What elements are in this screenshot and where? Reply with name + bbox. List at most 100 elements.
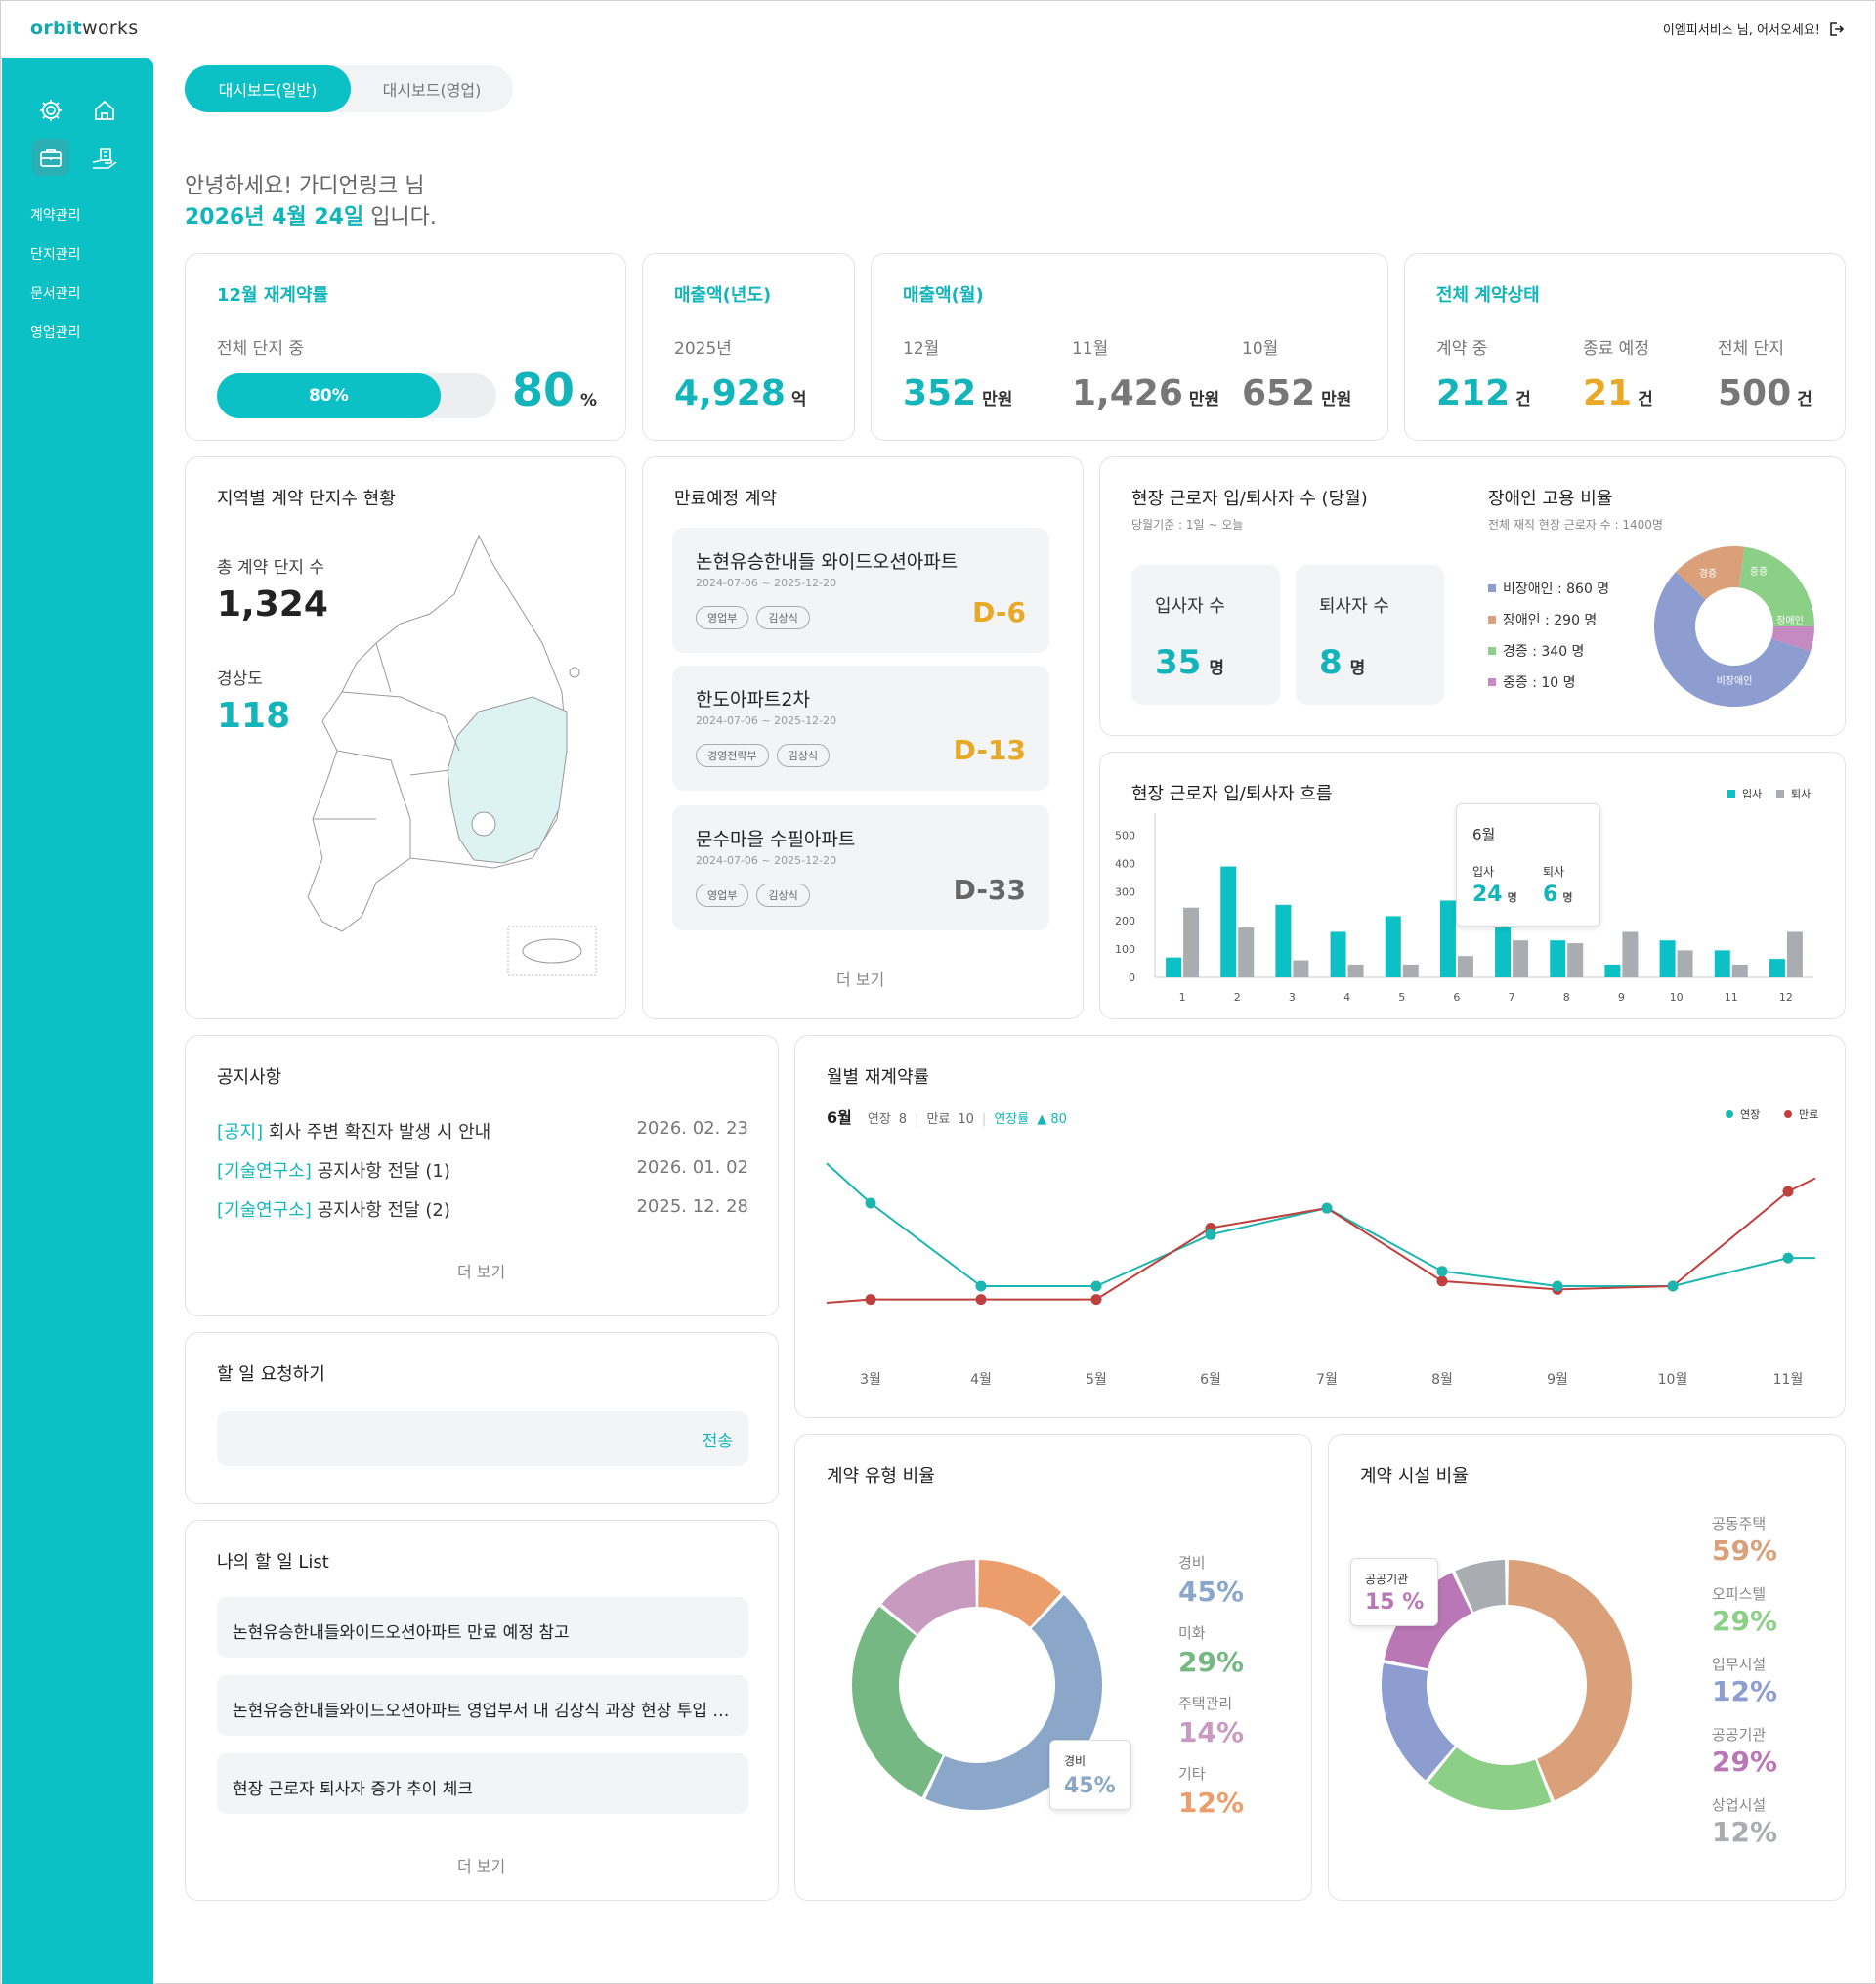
- data-point[interactable]: [1782, 1186, 1794, 1197]
- disabled-subtitle: 전체 재직 현장 근로자 수 : 1400명: [1488, 518, 1663, 532]
- data-point[interactable]: [865, 1294, 876, 1306]
- renew-rate-card: 12월 재계약률 전체 단지 중 80% 80%: [185, 253, 626, 441]
- data-point[interactable]: [1090, 1280, 1102, 1292]
- more-link[interactable]: 더 보기: [457, 1263, 506, 1281]
- x-tick-label: 11: [1725, 991, 1738, 1004]
- legend-item: 중증 : 10 명: [1488, 672, 1576, 692]
- bar-out[interactable]: [1677, 950, 1693, 977]
- y-tick-label: 200: [1115, 915, 1135, 927]
- hand-building-icon[interactable]: [86, 139, 123, 176]
- status-value: 21 건: [1583, 373, 1653, 413]
- data-point[interactable]: [1205, 1229, 1216, 1240]
- menu-sales[interactable]: 영업관리: [30, 325, 81, 341]
- bar-out[interactable]: [1457, 956, 1473, 977]
- sales-year-card: 매출액(년도) 2025년 4,928 억: [642, 253, 855, 441]
- notice-item[interactable]: [기술연구소] 공지사항 전달 (2) 2025. 12. 28: [217, 1196, 748, 1221]
- request-card: 할 일 요청하기 전송: [185, 1332, 779, 1504]
- data-point[interactable]: [1321, 1202, 1333, 1214]
- contract-type-donut-chart[interactable]: [850, 1558, 1104, 1812]
- expiring-item[interactable]: 문수마을 수필아파트 2024-07-06 ~ 2025-12-20 영업부 김상…: [672, 805, 1049, 930]
- x-tick-label: 9: [1618, 991, 1625, 1004]
- request-input[interactable]: 전송: [217, 1411, 748, 1466]
- korea-map[interactable]: [283, 526, 616, 995]
- data-point[interactable]: [1090, 1294, 1102, 1306]
- expiring-item[interactable]: 한도아파트2차 2024-07-06 ~ 2025-12-20 경영전략부 김상식…: [672, 666, 1049, 791]
- card-title: 매출액(년도): [674, 285, 772, 306]
- bar-out[interactable]: [1238, 927, 1255, 977]
- card-title: 지역별 계약 단지수 현황: [217, 489, 396, 509]
- donut-slice[interactable]: [1654, 571, 1811, 707]
- data-point[interactable]: [975, 1280, 987, 1292]
- monthly-line-chart[interactable]: 3월 4월 5월 6월 7월 8월 9월 10월 11월: [795, 1036, 1847, 1419]
- contract-status-card: 전체 계약상태 계약 중 212 건 종료 예정 21 건 전체 단지 500 건: [1404, 253, 1846, 441]
- donut-slice[interactable]: [1508, 1560, 1632, 1801]
- sidebar: 계약관리 단지관리 문서관리 영업관리: [2, 58, 153, 1984]
- briefcase-icon[interactable]: [32, 139, 69, 176]
- bar-in[interactable]: [1220, 866, 1237, 977]
- bar-in[interactable]: [1330, 931, 1346, 977]
- logout-icon[interactable]: [1828, 22, 1844, 37]
- month-value: 652 만원: [1242, 373, 1352, 413]
- todo-item[interactable]: 현장 근로자 퇴사자 증가 추이 체크: [217, 1753, 748, 1814]
- todo-item[interactable]: 논현유승한내들와이드오션아파트 만료 예정 참고: [217, 1597, 748, 1658]
- bar-in[interactable]: [1385, 916, 1401, 977]
- donut-slice[interactable]: [881, 1560, 976, 1635]
- donut-slice[interactable]: [1739, 546, 1814, 626]
- bar-in[interactable]: [1659, 940, 1676, 977]
- logo[interactable]: orbitworks: [30, 18, 139, 39]
- data-point[interactable]: [1667, 1280, 1679, 1292]
- data-point[interactable]: [1436, 1275, 1448, 1287]
- user-greeting: 이엠피서비스 님, 어서오세요!: [1663, 20, 1844, 38]
- bar-out[interactable]: [1513, 940, 1529, 977]
- bar-in[interactable]: [1495, 927, 1512, 977]
- menu-contract[interactable]: 계약관리: [30, 208, 81, 224]
- dept-tag: 영업부: [696, 606, 749, 629]
- donut-slice[interactable]: [1382, 1662, 1455, 1781]
- donut-slice[interactable]: [1676, 546, 1745, 600]
- bar-out[interactable]: [1731, 964, 1748, 977]
- donut-slice[interactable]: [978, 1560, 1062, 1627]
- bar-out[interactable]: [1622, 931, 1639, 977]
- bar-out[interactable]: [1567, 943, 1584, 977]
- bar-in[interactable]: [1439, 900, 1456, 977]
- bar-in[interactable]: [1769, 959, 1785, 977]
- y-tick-label: 0: [1129, 971, 1135, 984]
- data-point[interactable]: [975, 1294, 987, 1306]
- bar-out[interactable]: [1786, 931, 1803, 977]
- slice-label: 비장애인: [1717, 675, 1753, 687]
- menu-complex[interactable]: 단지관리: [30, 247, 81, 263]
- donut-slice[interactable]: [1428, 1747, 1552, 1810]
- bar-in[interactable]: [1714, 950, 1730, 977]
- bar-out[interactable]: [1183, 907, 1200, 977]
- data-point[interactable]: [865, 1197, 876, 1209]
- notice-item[interactable]: [공지] 회사 주변 확진자 발생 시 안내 2026. 02. 23: [217, 1118, 748, 1143]
- bar-out[interactable]: [1402, 964, 1419, 977]
- data-point[interactable]: [1782, 1252, 1794, 1264]
- bar-in[interactable]: [1275, 904, 1292, 977]
- bar-in[interactable]: [1604, 964, 1621, 977]
- donut-slice[interactable]: [852, 1606, 943, 1797]
- gear-icon[interactable]: [32, 92, 69, 129]
- more-link[interactable]: 더 보기: [457, 1857, 506, 1876]
- data-point[interactable]: [1436, 1266, 1448, 1277]
- expiring-item[interactable]: 논현유승한내들 와이드오션아파트 2024-07-06 ~ 2025-12-20…: [672, 528, 1049, 653]
- todo-item[interactable]: 논현유승한내들와이드오션아파트 영업부서 내 김상식 과장 현장 투입 후...: [217, 1675, 748, 1736]
- bar-out[interactable]: [1347, 964, 1364, 977]
- more-link[interactable]: 더 보기: [836, 970, 885, 989]
- send-button[interactable]: 전송: [702, 1432, 733, 1451]
- bar-in[interactable]: [1166, 957, 1182, 977]
- tab-sales[interactable]: 대시보드(영업): [382, 81, 482, 100]
- donut-slice[interactable]: [1771, 626, 1814, 652]
- bar-out[interactable]: [1293, 960, 1309, 977]
- owner-tag: 김상식: [756, 606, 810, 629]
- bar-in[interactable]: [1550, 940, 1566, 977]
- notice-item[interactable]: [기술연구소] 공지사항 전달 (1) 2026. 01. 02: [217, 1157, 748, 1182]
- home-icon[interactable]: [86, 92, 123, 129]
- donut-slice[interactable]: [1455, 1560, 1506, 1613]
- tab-general[interactable]: 대시보드(일반): [185, 65, 351, 112]
- menu-document[interactable]: 문서관리: [30, 286, 81, 302]
- data-point[interactable]: [1552, 1280, 1563, 1292]
- x-tick-label: 10: [1670, 991, 1684, 1004]
